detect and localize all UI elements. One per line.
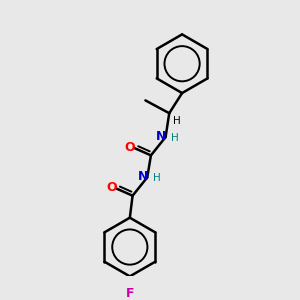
Text: H: H [173, 116, 181, 126]
Text: N: N [156, 130, 166, 142]
Text: F: F [126, 287, 134, 300]
Text: H: H [171, 133, 179, 143]
Text: N: N [137, 170, 148, 183]
Text: O: O [124, 141, 135, 154]
Text: H: H [153, 173, 160, 183]
Text: O: O [106, 181, 117, 194]
